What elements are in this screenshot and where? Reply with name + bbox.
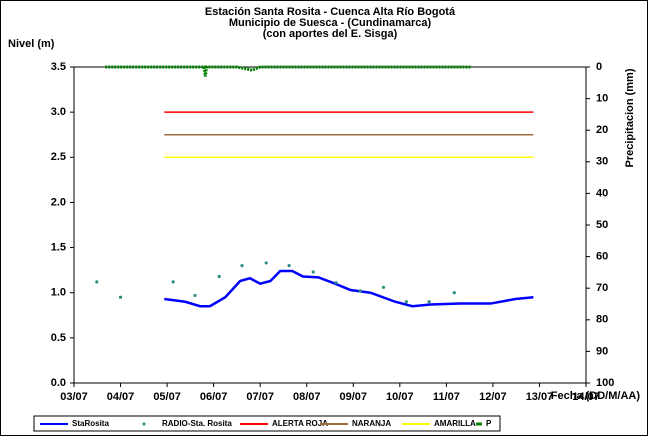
data-point bbox=[217, 274, 221, 279]
y-tick-label: 3.0 bbox=[51, 106, 66, 118]
data-point bbox=[171, 280, 175, 284]
y-tick-label: 0.5 bbox=[51, 332, 66, 344]
y2-tick-label: 0 bbox=[596, 61, 602, 73]
x-axis-label: Fecha (DD/M/AA) bbox=[551, 390, 641, 402]
x-tick-label: 05/07 bbox=[153, 391, 181, 403]
data-point bbox=[334, 281, 338, 285]
y2-tick-label: 90 bbox=[596, 345, 608, 357]
data-point bbox=[118, 295, 123, 299]
data-point bbox=[381, 285, 386, 289]
y2-tick-label: 30 bbox=[596, 156, 608, 168]
x-tick-label: 07/07 bbox=[246, 391, 274, 403]
data-point bbox=[95, 280, 99, 284]
legend-label: AMARILLA bbox=[434, 419, 476, 428]
series-line bbox=[164, 269, 534, 308]
legend: StaRosita RADIO-Sta. Rosita ALERTA ROJA NAR… bbox=[33, 415, 501, 432]
y2-tick-label: 40 bbox=[596, 187, 608, 199]
y-tick-label: 2.0 bbox=[51, 196, 66, 208]
x-tick-label: 04/07 bbox=[107, 391, 135, 403]
y2-tick-label: 50 bbox=[596, 219, 608, 231]
x-tick-label: 09/07 bbox=[340, 391, 368, 403]
y-tick-label: 3.5 bbox=[51, 61, 66, 73]
data-point bbox=[311, 270, 315, 274]
data-point bbox=[287, 264, 291, 268]
data-point bbox=[452, 291, 456, 295]
chart-title: Municipio de Suesca - (Cundinamarca) bbox=[229, 17, 432, 29]
data-point bbox=[404, 300, 408, 304]
legend-label: ALERTA ROJA bbox=[272, 419, 328, 428]
y2-tick-label: 70 bbox=[596, 282, 608, 294]
y2-axis-label: Precipitacion (mm) bbox=[624, 68, 636, 167]
x-tick-label: 14/07 bbox=[572, 391, 600, 403]
precip-line bbox=[105, 65, 471, 77]
legend-label: RADIO-Sta. Rosita bbox=[162, 419, 232, 428]
y-tick-label: 1.5 bbox=[51, 241, 66, 253]
data-point bbox=[193, 293, 197, 298]
data-point bbox=[358, 289, 362, 293]
x-tick-label: 11/07 bbox=[433, 391, 460, 403]
data-point bbox=[427, 300, 431, 304]
y-axis-label: Nivel (m) bbox=[8, 38, 55, 50]
y-tick-label: 1.0 bbox=[51, 287, 66, 299]
y2-tick-label: 80 bbox=[596, 314, 608, 326]
legend-label: StaRosita bbox=[72, 419, 109, 428]
y2-tick-label: 100 bbox=[596, 377, 614, 389]
x-tick-label: 12/07 bbox=[479, 391, 507, 403]
x-tick-label: 06/07 bbox=[200, 391, 228, 403]
chart-title: (con aportes del E. Sisga) bbox=[263, 28, 398, 40]
x-tick-label: 13/07 bbox=[526, 391, 554, 403]
legend-label: NARANJA bbox=[352, 419, 391, 428]
chart-title: Estación Santa Rosita - Cuenca Alta Río … bbox=[205, 6, 456, 18]
y-tick-label: 2.5 bbox=[51, 151, 66, 163]
legend-label: P bbox=[486, 419, 492, 428]
y2-tick-label: 60 bbox=[596, 251, 608, 263]
legend-marker bbox=[142, 422, 146, 426]
x-tick-label: 08/07 bbox=[293, 391, 321, 403]
data-point bbox=[240, 264, 244, 268]
x-tick-label: 10/07 bbox=[386, 391, 414, 403]
data-point bbox=[264, 261, 268, 265]
x-tick-label: 03/07 bbox=[60, 391, 88, 403]
y2-tick-label: 20 bbox=[596, 124, 608, 136]
y2-tick-label: 10 bbox=[596, 93, 608, 105]
y-tick-label: 0.0 bbox=[51, 377, 66, 389]
